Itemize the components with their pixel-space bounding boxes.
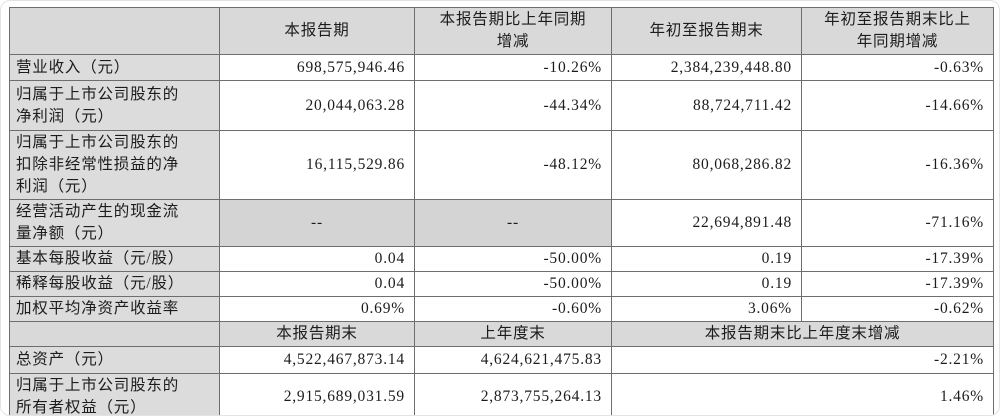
value-ytd-yoy: -71.16% xyxy=(801,199,994,247)
value-ytd-yoy: -0.62% xyxy=(801,296,994,322)
row-operating-cash-flow: 经营活动产生的现金流 量净额（元） -- -- 22,694,891.48 -7… xyxy=(9,199,994,247)
row-net-profit: 归属于上市公司股东的 净利润（元） 20,044,063.28 -44.34% … xyxy=(9,80,994,131)
value-period-end: 4,522,467,873.14 xyxy=(219,346,415,374)
row-basic-eps: 基本每股收益（元/股） 0.04 -50.00% 0.19 -17.39% xyxy=(9,246,994,272)
value-change: -2.21% xyxy=(611,346,994,374)
value-ytd: 2,384,239,448.80 xyxy=(611,54,802,81)
value-current-yoy-na: -- xyxy=(414,199,612,247)
header-row-2: 本报告期末 上年度末 本报告期末比上年度末增减 xyxy=(9,321,994,347)
value-prior-year-end: 2,873,755,264.13 xyxy=(414,373,612,415)
row-owners-equity: 归属于上市公司股东的 所有者权益（元） 2,915,689,031.59 2,8… xyxy=(9,373,994,415)
value-current-yoy: -44.34% xyxy=(414,80,612,131)
value-period-end: 2,915,689,031.59 xyxy=(219,373,415,415)
value-ytd: 22,694,891.48 xyxy=(611,199,802,247)
value-ytd-yoy: -0.63% xyxy=(801,54,994,81)
value-ytd-yoy: -17.39% xyxy=(801,271,994,297)
row-total-assets: 总资产（元） 4,522,467,873.14 4,624,621,475.83… xyxy=(9,346,994,374)
row-diluted-eps: 稀释每股收益（元/股） 0.04 -50.00% 0.19 -17.39% xyxy=(9,271,994,297)
value-current: 20,044,063.28 xyxy=(219,80,415,131)
row-label: 归属于上市公司股东的 所有者权益（元） xyxy=(9,373,220,415)
value-current-yoy: -48.12% xyxy=(414,130,612,200)
value-ytd: 0.19 xyxy=(611,271,802,297)
header-current-period-yoy: 本报告期比上年同期 增减 xyxy=(414,7,612,55)
row-label: 基本每股收益（元/股） xyxy=(9,246,220,272)
value-ytd: 3.06% xyxy=(611,296,802,322)
value-ytd-yoy: -16.36% xyxy=(801,130,994,200)
row-label: 总资产（元） xyxy=(9,346,220,374)
row-net-profit-excl-nonrecurring: 归属于上市公司股东的 扣除非经常性损益的净 利润（元） 16,115,529.8… xyxy=(9,130,994,200)
header-row-1: 本报告期 本报告期比上年同期 增减 年初至报告期末 年初至报告期末比上 年同期增… xyxy=(9,7,994,55)
value-current-na: -- xyxy=(219,199,415,247)
row-weighted-avg-roe: 加权平均净资产收益率 0.69% -0.60% 3.06% -0.62% xyxy=(9,296,994,322)
value-current: 16,115,529.86 xyxy=(219,130,415,200)
financial-summary-table: 本报告期 本报告期比上年同期 增减 年初至报告期末 年初至报告期末比上 年同期增… xyxy=(9,7,994,415)
value-ytd: 88,724,711.42 xyxy=(611,80,802,131)
value-prior-year-end: 4,624,621,475.83 xyxy=(414,346,612,374)
value-current-yoy: -10.26% xyxy=(414,54,612,81)
row-label: 营业收入（元） xyxy=(9,54,220,81)
value-ytd-yoy: -17.39% xyxy=(801,246,994,272)
value-current-yoy: -50.00% xyxy=(414,246,612,272)
row-label: 稀释每股收益（元/股） xyxy=(9,271,220,297)
row-label: 经营活动产生的现金流 量净额（元） xyxy=(9,199,220,247)
header-current-period: 本报告期 xyxy=(219,7,415,55)
value-current: 0.69% xyxy=(219,296,415,322)
value-ytd: 80,068,286.82 xyxy=(611,130,802,200)
value-current: 0.04 xyxy=(219,271,415,297)
header-ytd: 年初至报告期末 xyxy=(611,7,802,55)
value-ytd: 0.19 xyxy=(611,246,802,272)
header2-corner-cell xyxy=(9,321,220,347)
value-ytd-yoy: -14.66% xyxy=(801,80,994,131)
value-change: 1.46% xyxy=(611,373,994,415)
header-ytd-yoy: 年初至报告期末比上 年同期增减 xyxy=(801,7,994,55)
value-current: 698,575,946.46 xyxy=(219,54,415,81)
row-label: 归属于上市公司股东的 扣除非经常性损益的净 利润（元） xyxy=(9,130,220,200)
row-label: 加权平均净资产收益率 xyxy=(9,296,220,322)
row-operating-revenue: 营业收入（元） 698,575,946.46 -10.26% 2,384,239… xyxy=(9,54,994,81)
value-current: 0.04 xyxy=(219,246,415,272)
row-label: 归属于上市公司股东的 净利润（元） xyxy=(9,80,220,131)
header-period-end-change: 本报告期末比上年度末增减 xyxy=(611,321,994,347)
header-corner-cell xyxy=(9,7,220,55)
header-period-end: 本报告期末 xyxy=(219,321,415,347)
header-prior-year-end: 上年度末 xyxy=(414,321,612,347)
value-current-yoy: -0.60% xyxy=(414,296,612,322)
value-current-yoy: -50.00% xyxy=(414,271,612,297)
